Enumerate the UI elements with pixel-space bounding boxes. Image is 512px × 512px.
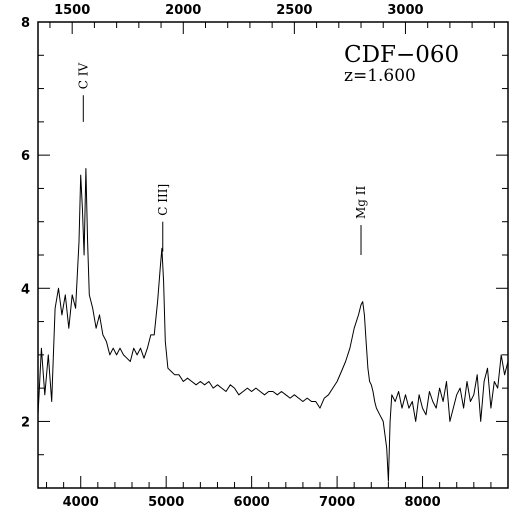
x-tick-label: 4000 [63, 495, 99, 510]
ticks [38, 21, 509, 489]
x-tick-label: 8000 [404, 495, 440, 510]
top-x-tick-label: 2000 [165, 3, 201, 18]
y-tick-label: 6 [21, 149, 30, 164]
y-tick-label: 8 [21, 16, 30, 31]
top-x-tick-label: 3000 [387, 3, 423, 18]
top-x-tick-label: 2500 [276, 3, 312, 18]
object-name: CDF−060 [344, 42, 459, 68]
tick-labels: 4000 5000 6000 7000 8000 1500 2000 2500 3000 2 4 6 8 [21, 3, 441, 510]
spectrum-line [37, 168, 509, 482]
y-tick-label: 4 [21, 282, 30, 297]
x-tick-label: 6000 [234, 495, 270, 510]
emission-line-label: Mg II [354, 186, 368, 220]
emission-line-annotations: C IV C III] Mg II [76, 62, 368, 255]
x-tick-label: 7000 [319, 495, 355, 510]
x-tick-label: 5000 [148, 495, 184, 510]
emission-line-label: C IV [76, 62, 90, 89]
plot-frame [37, 21, 509, 489]
top-x-tick-label: 1500 [54, 3, 90, 18]
redshift-label: z=1.600 [344, 66, 416, 86]
y-tick-label: 2 [21, 415, 30, 430]
emission-line-label: C III] [156, 184, 170, 216]
